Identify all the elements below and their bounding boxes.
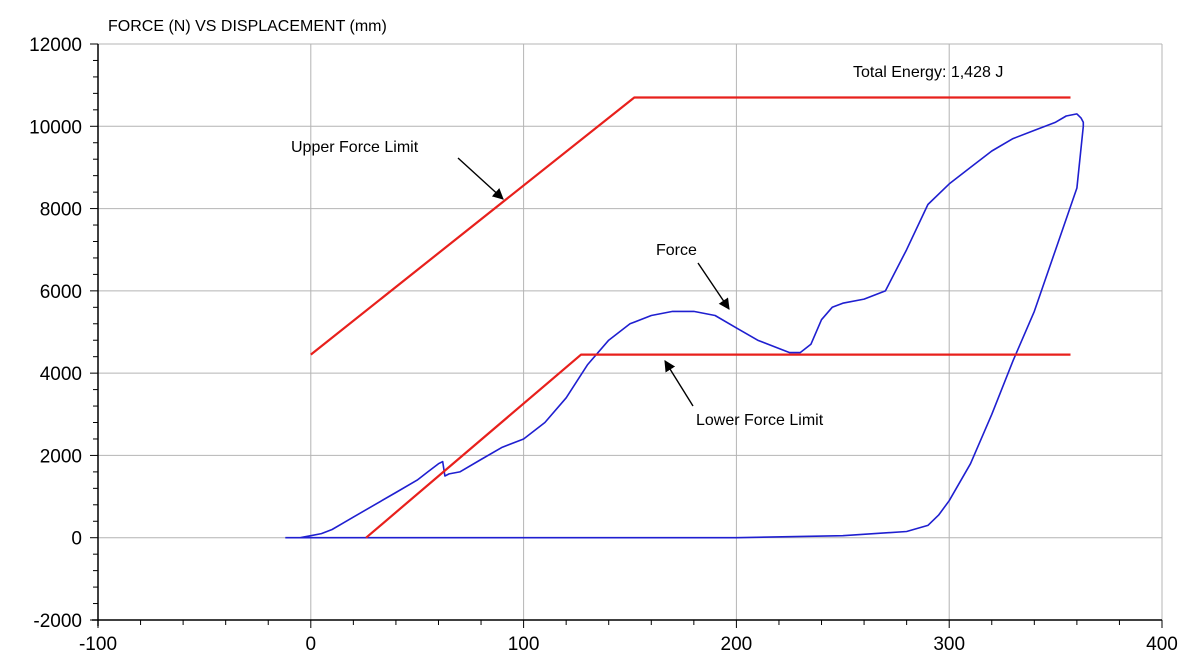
y-tick-label: -2000 <box>33 611 82 632</box>
axes <box>90 43 1163 628</box>
x-tick-label: 400 <box>1146 634 1178 655</box>
y-tick-label: 10000 <box>29 117 82 138</box>
y-tick-label: 8000 <box>40 200 82 221</box>
x-tick-label: -100 <box>79 634 117 655</box>
x-tick-label: 200 <box>721 634 753 655</box>
force-arrow <box>697 262 730 310</box>
series-group <box>285 96 1085 539</box>
y-tick-label: 2000 <box>40 446 82 467</box>
tick-labels: -100 0 100 200 300 400 -2000 0 2000 4000 6000 8000 1… <box>29 35 1178 655</box>
x-tick-label: 0 <box>306 634 317 655</box>
lower-force-limit-label: Lower Force Limit <box>696 412 824 429</box>
lower-force-limit-line <box>365 353 1071 539</box>
y-tick-label: 12000 <box>29 35 82 56</box>
annotations: Total Energy: 1,428 J Upper Force Limit Fo… <box>291 64 1003 429</box>
total-energy-label: Total Energy: 1,428 J <box>853 64 1003 81</box>
upper-force-limit-line <box>310 96 1071 356</box>
x-tick-label: 100 <box>508 634 540 655</box>
force-line <box>285 113 1085 539</box>
y-tick-label: 4000 <box>40 364 82 385</box>
upper-force-limit-arrow <box>457 157 504 200</box>
x-tick-label: 300 <box>933 634 965 655</box>
force-label: Force <box>656 242 697 259</box>
lower-force-limit-arrow <box>664 360 694 407</box>
y-tick-label: 0 <box>71 529 82 550</box>
upper-force-limit-label: Upper Force Limit <box>291 139 419 156</box>
y-tick-label: 6000 <box>40 282 82 303</box>
chart-title: FORCE (N) VS DISPLACEMENT (mm) <box>108 18 387 35</box>
